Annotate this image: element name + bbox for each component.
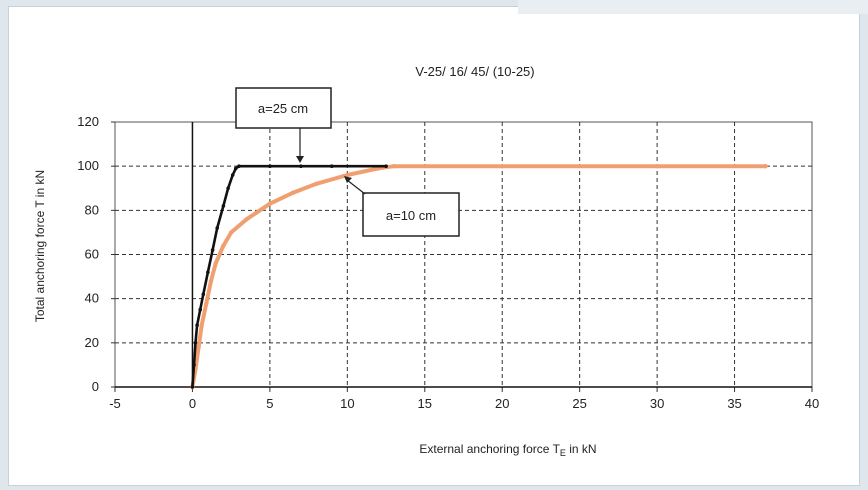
y-tick-label: 100 (77, 158, 99, 173)
annotation-a25: a=25 cm (258, 101, 308, 116)
data-point-a25 (330, 164, 334, 168)
x-tick-label: 25 (572, 396, 586, 411)
data-point-a10 (267, 201, 273, 206)
series-line-a10 (190, 164, 768, 389)
data-point-a25 (193, 341, 198, 345)
annotation-box-a10 (362, 192, 460, 237)
annotation-box-a25 (235, 87, 332, 129)
data-point-a10 (763, 164, 768, 169)
data-point-a25 (198, 307, 202, 312)
data-point-a25 (201, 292, 206, 297)
data-point-a25 (210, 248, 215, 252)
data-point-a25 (384, 164, 388, 168)
data-point-a25 (206, 270, 210, 275)
data-point-a10 (196, 345, 201, 350)
x-tick-label: 10 (340, 396, 354, 411)
data-point-a10 (221, 243, 226, 248)
x-tick-label: 5 (266, 396, 273, 411)
data-point-a25 (195, 323, 199, 328)
y-tick-label: 40 (85, 291, 99, 306)
data-point-a25 (190, 385, 195, 389)
series-group (190, 164, 768, 390)
data-point-a25 (226, 186, 230, 191)
data-point-a10 (208, 278, 214, 284)
data-point-a25 (299, 164, 303, 168)
figure-frame (8, 6, 860, 486)
arrow-a10 (346, 179, 366, 195)
x-tick-label: -5 (109, 396, 121, 411)
x-tick-label: 35 (727, 396, 741, 411)
data-point-a25 (221, 204, 226, 208)
data-point-a10 (654, 164, 660, 169)
x-tick-label: 20 (495, 396, 509, 411)
annotations: a=25 cm a=10 cm (235, 87, 460, 237)
x-axis-label-sub: E (560, 448, 566, 458)
y-tick-label: 60 (85, 247, 99, 262)
data-point-a10 (314, 181, 319, 186)
x-tick-label: 40 (805, 396, 819, 411)
y-tick-label: 20 (85, 335, 99, 350)
x-tick-label: 15 (418, 396, 432, 411)
tick-labels: -5 0 5 10 15 20 25 30 35 40 0 20 40 60 80 100 120 (77, 114, 819, 411)
y-tick-label: 80 (85, 202, 99, 217)
data-point-a25 (215, 226, 219, 230)
data-point-a10 (391, 164, 396, 169)
x-axis-label-main: External anchoring force T (419, 442, 560, 456)
y-axis-label: Total anchoring force T in kN (33, 170, 47, 322)
arrowhead-a25 (296, 156, 304, 163)
y-tick-label: 120 (77, 114, 99, 129)
chart-title: V-25/ 16/ 45/ (10-25) (415, 64, 534, 79)
x-tick-label: 0 (189, 396, 196, 411)
top-bar (518, 0, 868, 14)
grid (111, 121, 813, 392)
x-axis-label-suffix: in kN (566, 442, 597, 456)
data-point-a25 (237, 164, 241, 168)
data-point-a10 (500, 164, 505, 169)
data-point-a25 (192, 363, 196, 367)
series-line-a25 (191, 164, 388, 389)
data-point-a10 (213, 261, 218, 266)
data-point-a25 (234, 166, 238, 171)
x-tick-label: 30 (650, 396, 664, 411)
x-axis-label: External anchoring force TE in kN (419, 442, 596, 458)
data-point-a10 (345, 172, 350, 178)
data-point-a25 (230, 173, 235, 177)
data-point-a10 (290, 190, 296, 195)
annotation-a10: a=10 cm (386, 208, 436, 223)
data-point-a25 (268, 164, 272, 168)
data-point-a10 (204, 300, 209, 306)
arrowhead-a10 (344, 176, 352, 183)
data-point-a10 (199, 323, 204, 328)
y-tick-label: 0 (92, 379, 99, 394)
data-point-a10 (244, 217, 249, 222)
data-point-a10 (229, 230, 234, 235)
